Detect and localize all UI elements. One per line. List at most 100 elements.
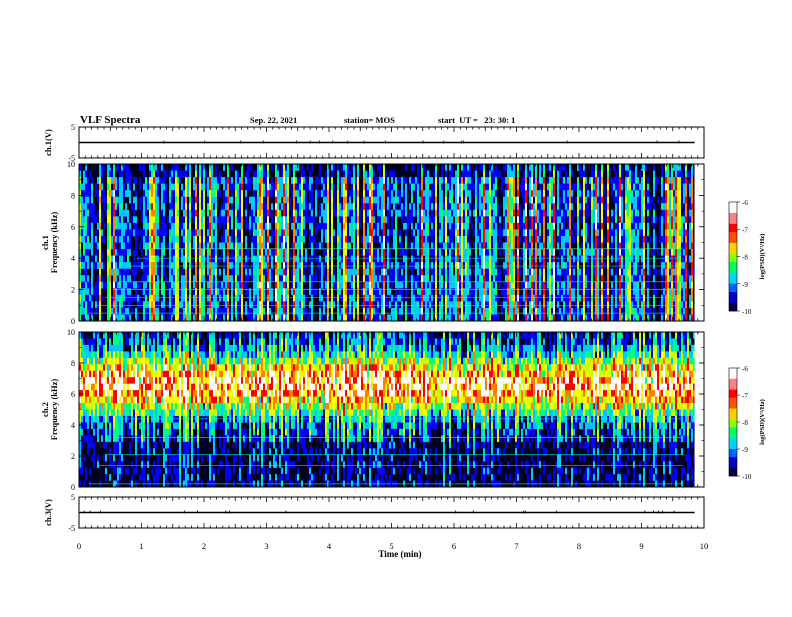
spectrogram-cell (403, 203, 405, 210)
spectrogram-cell (215, 223, 217, 230)
spectrogram-cell (355, 210, 357, 217)
spectrogram-cell (435, 171, 437, 178)
spectrogram-cell (427, 190, 429, 197)
spectrogram-cell (129, 229, 131, 236)
spectrogram-cell (167, 243, 169, 250)
spectrogram-cell (343, 236, 345, 243)
spectrogram-cell (343, 295, 345, 302)
spectrogram-cell (505, 203, 507, 210)
spectrogram-cell (481, 295, 483, 302)
spectrogram-cell (457, 249, 459, 256)
spectrogram-cell (209, 184, 211, 191)
spectrogram-cell (395, 210, 397, 217)
spectrogram-cell (263, 229, 265, 236)
spectrogram-cell (269, 269, 271, 276)
spectrogram-cell (151, 190, 153, 197)
spectrogram-cell (583, 203, 585, 210)
spectrogram-cell (161, 262, 163, 269)
spectrogram-cell (543, 229, 545, 236)
spectrogram-cell (443, 262, 445, 269)
spectrogram-cell (253, 256, 255, 263)
spectrogram-cell (459, 282, 461, 289)
spectrogram-cell (231, 301, 233, 308)
spectrogram-cell (343, 282, 345, 289)
spectrogram-cell (567, 282, 569, 289)
spectrogram-cell (467, 223, 469, 230)
spectrogram-cell (555, 164, 557, 171)
spectrogram-cell (149, 223, 151, 230)
spectrogram-cell (285, 184, 287, 191)
spectrogram-cell (441, 171, 443, 178)
spectrogram-cell (89, 282, 91, 289)
spectrogram-cell (345, 301, 347, 308)
spectrogram-cell (119, 269, 121, 276)
spectrogram-cell (193, 282, 195, 289)
spectrogram-cell (303, 210, 305, 217)
spectrogram-cell (469, 203, 471, 210)
spectrogram-cell (301, 216, 303, 223)
spectrogram-cell (151, 249, 153, 256)
spectrogram-cell (349, 301, 351, 308)
spectrogram-cell (189, 295, 191, 302)
spectrogram-cell (291, 210, 293, 217)
spectrogram-cell (367, 275, 369, 282)
spectrogram-cell (345, 177, 347, 184)
spectrogram-cell (417, 308, 419, 315)
spectrogram-cell (135, 295, 137, 302)
spectrogram-cell (429, 301, 431, 308)
spectrogram-cell (577, 210, 579, 217)
spectrogram-cell (231, 269, 233, 276)
spectrogram-cell (445, 190, 447, 197)
spectrogram-cell (555, 262, 557, 269)
spectrogram-cell (123, 249, 125, 256)
spectrogram-cell (251, 197, 253, 204)
spectrogram-cell (377, 301, 379, 308)
spectrogram-cell (87, 190, 89, 197)
spectrogram-cell (279, 184, 281, 191)
spectrogram-cell (347, 177, 349, 184)
spectrogram-cell (547, 223, 549, 230)
spectrogram-cell (321, 236, 323, 243)
spectrogram-cell (307, 314, 309, 321)
spectrogram-cell (261, 301, 263, 308)
spectrogram-cell (309, 301, 311, 308)
spectrogram-cell (311, 308, 313, 315)
spectrogram-cell (539, 262, 541, 269)
spectrogram-cell (117, 308, 119, 315)
spectrogram-cell (125, 314, 127, 321)
spectrogram-cell (343, 308, 345, 315)
spectrogram-cell (267, 262, 269, 269)
spectrogram-cell (495, 203, 497, 210)
spectrogram-cell (107, 308, 109, 315)
spectrogram-cell (319, 256, 321, 263)
spectrogram-cell (327, 216, 329, 223)
spectrogram-cell (253, 229, 255, 236)
spectrogram-cell (591, 269, 593, 276)
spectrogram-cell (201, 229, 203, 236)
spectrogram-cell (571, 216, 573, 223)
spectrogram-cell (153, 249, 155, 256)
spectrogram-cell (303, 171, 305, 178)
spectrogram-cell (425, 229, 427, 236)
spectrogram-cell (263, 295, 265, 302)
spectrogram-cell (457, 203, 459, 210)
spectrogram-cell (559, 269, 561, 276)
spectrogram-cell (331, 308, 333, 315)
spectrogram-cell (109, 236, 111, 243)
spectrogram-cell (325, 256, 327, 263)
spectrogram-cell (495, 216, 497, 223)
spectrogram-cell (411, 203, 413, 210)
spectrogram-cell (467, 269, 469, 276)
spectrogram-cell (365, 243, 367, 250)
spectrogram-cell (497, 295, 499, 302)
spectrogram-cell (325, 203, 327, 210)
spectrogram-cell (365, 256, 367, 263)
spectrogram-cell (235, 171, 237, 178)
spectrogram-cell (569, 164, 571, 171)
spectrogram-cell (585, 190, 587, 197)
spectrogram-cell (111, 243, 113, 250)
spectrogram-cell (543, 177, 545, 184)
spectrogram-cell (227, 197, 229, 204)
spectrogram-cell (509, 171, 511, 178)
spectrogram-cell (443, 282, 445, 289)
